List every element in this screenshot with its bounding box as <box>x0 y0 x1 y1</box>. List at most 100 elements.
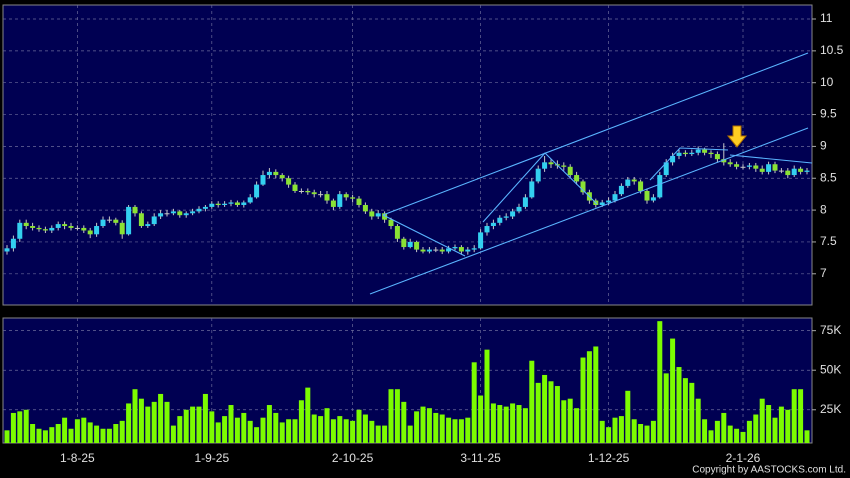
volume-bar <box>369 420 375 443</box>
candle-body <box>42 229 48 231</box>
candle-body <box>17 222 23 239</box>
volume-bar <box>708 430 714 443</box>
candle-body <box>465 249 471 252</box>
candle-body <box>382 213 388 220</box>
volume-bar <box>554 386 560 443</box>
candle-body <box>362 205 368 212</box>
candle-body <box>727 162 733 165</box>
candle-body <box>510 211 516 217</box>
candle-body <box>10 238 16 249</box>
candle-body <box>106 219 112 221</box>
candle-body <box>254 184 260 198</box>
volume-bar <box>734 428 740 443</box>
volume-bar <box>23 409 29 443</box>
x-tick-label: 3-11-25 <box>460 451 501 465</box>
volume-bar <box>516 405 522 443</box>
candle-body <box>606 200 612 203</box>
candle-body <box>426 249 432 252</box>
volume-bar <box>631 419 637 443</box>
volume-bar <box>433 412 439 443</box>
candle-body <box>81 227 87 231</box>
candle-body <box>113 219 119 223</box>
volume-bar <box>426 408 432 443</box>
candle-body <box>145 224 151 227</box>
y-tick-label: 9 <box>820 139 827 153</box>
candle-body <box>36 227 42 230</box>
candle-body <box>657 175 663 198</box>
x-tick-label: 1-12-25 <box>588 451 630 465</box>
volume-bar <box>510 403 516 443</box>
volume-bar <box>785 409 791 443</box>
volume-bar <box>74 419 80 443</box>
volume-bar <box>414 411 420 443</box>
volume-bar <box>62 417 68 443</box>
volume-bar <box>676 367 682 443</box>
volume-bar <box>228 405 234 443</box>
candle-body <box>689 152 695 155</box>
candle-body <box>708 152 714 155</box>
candle-body <box>695 149 701 153</box>
volume-bar <box>286 419 292 443</box>
candle-body <box>484 226 490 233</box>
volume-bar <box>778 406 784 443</box>
volume-bar <box>766 405 772 443</box>
volume-bar <box>535 382 541 443</box>
candle-body <box>202 206 208 209</box>
volume-bar <box>254 427 260 443</box>
candle-body <box>222 203 228 205</box>
candle-body <box>631 179 637 182</box>
volume-bar <box>298 400 304 443</box>
volume-bar <box>350 420 356 443</box>
volume-bar <box>548 381 554 443</box>
volume-bar <box>138 398 144 443</box>
volume-bar <box>266 405 272 443</box>
volume-bar <box>81 417 87 443</box>
volume-bar <box>439 414 445 443</box>
volume-bar <box>177 416 183 443</box>
volume-bar <box>68 428 74 443</box>
candle-body <box>62 224 68 227</box>
trend-line <box>482 152 598 223</box>
volume-bar <box>689 382 695 443</box>
candle-body <box>100 219 106 227</box>
candle-body <box>183 213 189 216</box>
candle-body <box>798 168 804 172</box>
x-tick-label: 1-9-25 <box>194 451 229 465</box>
volume-bar <box>670 338 676 443</box>
candle-body <box>318 194 324 196</box>
volume-bar <box>87 422 93 443</box>
volume-bar <box>4 430 10 443</box>
candle-body <box>766 164 772 172</box>
candle-body <box>196 208 202 212</box>
volume-bar <box>458 419 464 443</box>
volume-bar <box>100 428 106 443</box>
candle-body <box>177 211 183 216</box>
volume-bar <box>311 414 317 443</box>
volume-bar <box>407 425 413 443</box>
candle-body <box>266 171 272 176</box>
candle-body <box>190 211 196 214</box>
volume-bar <box>234 417 240 443</box>
volume-bar <box>94 425 100 443</box>
candle-body <box>298 190 304 192</box>
volume-bar <box>382 425 388 443</box>
volume-bar <box>593 346 599 443</box>
candle-body <box>94 226 100 235</box>
x-tick-label: 2-1-26 <box>726 451 761 465</box>
volume-bar <box>663 373 669 443</box>
candle-body <box>30 226 36 228</box>
candle-body <box>273 171 279 176</box>
candle-body <box>702 149 708 153</box>
price-panel <box>2 4 813 306</box>
volume-bar <box>529 360 535 443</box>
volume-bar <box>746 420 752 443</box>
candle-body <box>599 202 605 205</box>
candle-body <box>292 184 298 191</box>
volume-bar <box>292 419 298 443</box>
candle-body <box>682 152 688 155</box>
candle-body <box>663 162 669 176</box>
volume-bar <box>273 412 279 443</box>
candle-body <box>625 179 631 186</box>
candle-body <box>330 200 336 207</box>
